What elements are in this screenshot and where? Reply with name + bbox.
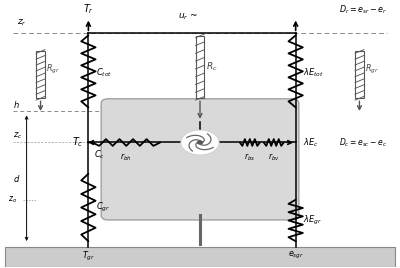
Text: $\lambda E_c$: $\lambda E_c$ [303,136,319,149]
Bar [5,247,395,267]
Text: $T_r$: $T_r$ [83,3,94,16]
Text: $e_{sgr}$: $e_{sgr}$ [288,250,304,261]
Bar [355,51,364,98]
Text: $u_r$ ~: $u_r$ ~ [178,11,198,22]
Text: $R_{gr}$: $R_{gr}$ [365,63,379,76]
Text: $r_{bh}$: $r_{bh}$ [120,152,132,163]
Text: $R_c$: $R_c$ [206,61,218,73]
Text: $\lambda E_{gr}$: $\lambda E_{gr}$ [303,214,322,227]
FancyBboxPatch shape [101,99,299,220]
Text: $z_r$: $z_r$ [17,18,26,28]
Text: $\lambda E_{tot}$: $\lambda E_{tot}$ [303,66,324,79]
Text: $C_{tot}$: $C_{tot}$ [96,66,112,79]
Text: $T_c$: $T_c$ [72,136,83,149]
Bar [196,36,204,98]
Text: $h$: $h$ [13,99,19,110]
Text: $C_c$: $C_c$ [94,149,105,162]
Text: $R_{gr}$: $R_{gr}$ [46,63,60,76]
Text: $z_c$: $z_c$ [13,131,22,141]
Text: $r_{bv}$: $r_{bv}$ [268,152,280,163]
Text: $D_r = e_{sr} - e_r$: $D_r = e_{sr} - e_r$ [339,4,387,16]
Circle shape [198,141,202,144]
Text: $C_{gr}$: $C_{gr}$ [96,201,110,214]
Text: $r_{bs}$: $r_{bs}$ [244,152,256,163]
Text: $z_o$: $z_o$ [8,195,17,205]
Text: $T_{gr}$: $T_{gr}$ [82,250,95,263]
Bar [36,51,45,98]
Text: $D_c = e_{sc} - e_c$: $D_c = e_{sc} - e_c$ [339,136,387,149]
Text: $d$: $d$ [13,173,21,184]
Circle shape [181,130,219,155]
